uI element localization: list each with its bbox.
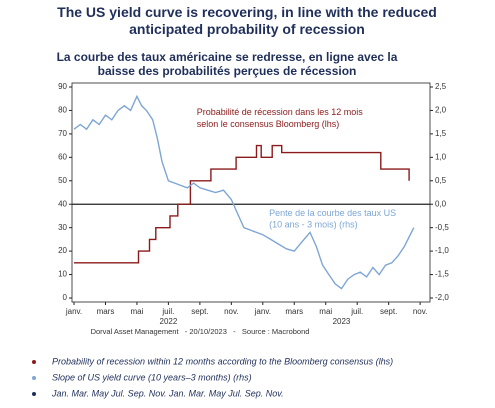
x-tick-label: juil.: [350, 307, 363, 316]
y2-tick-label: 0,5: [435, 176, 447, 185]
x-tick-label: mars: [285, 307, 303, 316]
x-group-label: 2022: [160, 317, 178, 326]
y2-tick-label: 2,5: [435, 82, 447, 91]
y-tick-label: 0: [63, 293, 68, 302]
y2-tick-label: -1,5: [435, 270, 449, 279]
source: Dorval Asset Management - 20/10/2023 - S…: [91, 327, 310, 336]
x-tick-label: juil.: [161, 307, 174, 316]
y2-tick-label: 2,0: [435, 106, 447, 115]
y2-tick-label: -0,5: [435, 223, 449, 232]
plot-frame: [71, 82, 431, 303]
x-tick-label: nov.: [413, 307, 428, 316]
legend-bullet: [32, 376, 36, 380]
x-tick-label: nov.: [224, 307, 239, 316]
x-tick-label: mars: [97, 307, 115, 316]
annotation: Probabilité de récession dans les 12 moi…: [197, 107, 364, 117]
x-tick-label: mai: [319, 307, 332, 316]
y-tick-label: 20: [58, 246, 67, 255]
legend-bullet: [32, 360, 36, 364]
x-note: Jan. Mar. May Jul. Sep. Nov. Jan. Mar. M…: [51, 388, 284, 398]
x-group-label: 2023: [333, 317, 351, 326]
series-line: [73, 94, 415, 290]
y-tick-label: 80: [58, 106, 67, 115]
x-tick-label: mai: [130, 307, 143, 316]
legend-label: Probability of recession within 12 month…: [52, 356, 393, 366]
chart-title: The US yield curve is recovering, in lin…: [57, 4, 437, 37]
y-tick-label: 70: [58, 129, 67, 138]
chart-subtitle: La courbe des taux américaine se redress…: [57, 50, 398, 78]
annotation: (10 ans - 3 mois) (rhs): [269, 220, 358, 230]
y-tick-label: 90: [58, 82, 67, 91]
y-tick-label: 30: [58, 223, 67, 232]
x-tick-label: sept.: [191, 307, 208, 316]
y-tick-label: 60: [58, 152, 67, 161]
annotation: selon le consensus Bloomberg (lhs): [197, 119, 340, 129]
y-tick-label: 10: [58, 270, 67, 279]
y-tick-label: 40: [58, 199, 67, 208]
y2-tick-label: -1,0: [435, 246, 449, 255]
y2-tick-label: -2,0: [435, 293, 449, 302]
x-tick-label: janv.: [254, 307, 271, 316]
y2-tick-label: 0,0: [435, 199, 447, 208]
y2-tick-label: 1,0: [435, 152, 447, 161]
x-tick-label: janv.: [65, 307, 82, 316]
legend-label: Slope of US yield curve (10 years–3 mont…: [52, 372, 252, 382]
annotation: Pente de la courbe des taux US: [269, 208, 396, 218]
bullet: [32, 392, 36, 396]
y2-tick-label: 1,5: [435, 129, 447, 138]
x-tick-label: sept.: [380, 307, 397, 316]
series-line: [74, 144, 410, 264]
y-tick-label: 50: [58, 176, 67, 185]
